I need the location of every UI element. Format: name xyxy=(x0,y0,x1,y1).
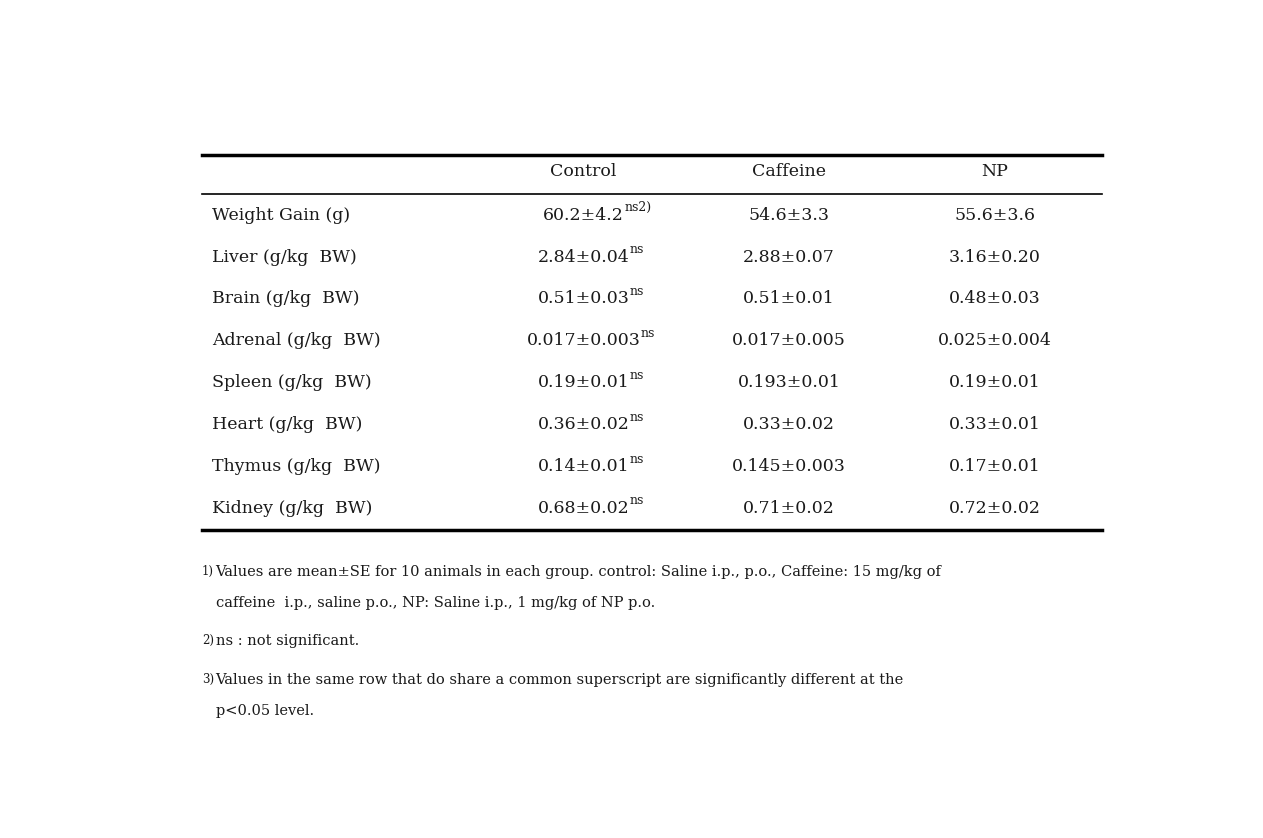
Text: 0.33±0.01: 0.33±0.01 xyxy=(949,416,1041,433)
Text: ns: ns xyxy=(629,494,644,508)
Text: 0.36±0.02: 0.36±0.02 xyxy=(538,416,629,433)
Text: 0.19±0.01: 0.19±0.01 xyxy=(949,375,1041,391)
Text: 2): 2) xyxy=(202,634,213,648)
Text: 0.19±0.01: 0.19±0.01 xyxy=(538,375,629,391)
Text: 0.017±0.005: 0.017±0.005 xyxy=(733,333,846,349)
Text: 0.193±0.01: 0.193±0.01 xyxy=(738,375,841,391)
Text: ns: ns xyxy=(629,411,644,423)
Text: 0.68±0.02: 0.68±0.02 xyxy=(538,500,629,517)
Text: 3): 3) xyxy=(202,673,213,685)
Text: Weight Gain (g): Weight Gain (g) xyxy=(212,207,350,224)
Text: 3.16±0.20: 3.16±0.20 xyxy=(949,249,1041,266)
Text: 0.017±0.003: 0.017±0.003 xyxy=(527,333,640,349)
Text: ns: ns xyxy=(629,369,644,381)
Text: Kidney (g/kg  BW): Kidney (g/kg BW) xyxy=(212,500,373,517)
Text: 60.2±4.2: 60.2±4.2 xyxy=(543,207,624,224)
Text: Spleen (g/kg  BW): Spleen (g/kg BW) xyxy=(212,375,371,391)
Text: ns: ns xyxy=(629,453,644,465)
Text: Adrenal (g/kg  BW): Adrenal (g/kg BW) xyxy=(212,333,380,349)
Text: ns: ns xyxy=(640,327,655,339)
Text: 0.145±0.003: 0.145±0.003 xyxy=(733,458,846,475)
Text: caffeine  i.p., saline p.o., NP: Saline i.p., 1 mg/kg of NP p.o.: caffeine i.p., saline p.o., NP: Saline i… xyxy=(216,596,655,610)
Text: ns2): ns2) xyxy=(624,201,652,214)
Text: 2.84±0.04: 2.84±0.04 xyxy=(538,249,629,266)
Text: 0.48±0.03: 0.48±0.03 xyxy=(949,291,1041,308)
Text: 0.71±0.02: 0.71±0.02 xyxy=(744,500,835,517)
Text: p<0.05 level.: p<0.05 level. xyxy=(216,704,313,718)
Text: ns: ns xyxy=(629,285,644,297)
Text: Heart (g/kg  BW): Heart (g/kg BW) xyxy=(212,416,362,433)
Text: Caffeine: Caffeine xyxy=(753,163,826,180)
Text: 0.14±0.01: 0.14±0.01 xyxy=(538,458,629,475)
Text: 0.33±0.02: 0.33±0.02 xyxy=(743,416,835,433)
Text: 0.51±0.01: 0.51±0.01 xyxy=(744,291,835,308)
Text: Values are mean±SE for 10 animals in each group. control: Saline i.p., p.o., Caf: Values are mean±SE for 10 animals in eac… xyxy=(216,565,941,579)
Text: 0.72±0.02: 0.72±0.02 xyxy=(949,500,1041,517)
Text: 0.51±0.03: 0.51±0.03 xyxy=(538,291,629,308)
Text: Liver (g/kg  BW): Liver (g/kg BW) xyxy=(212,249,356,266)
Text: Thymus (g/kg  BW): Thymus (g/kg BW) xyxy=(212,458,380,475)
Text: 2.88±0.07: 2.88±0.07 xyxy=(744,249,835,266)
Text: ns : not significant.: ns : not significant. xyxy=(216,634,359,649)
Text: 54.6±3.3: 54.6±3.3 xyxy=(749,207,830,224)
Text: 0.17±0.01: 0.17±0.01 xyxy=(949,458,1041,475)
Text: ns: ns xyxy=(629,243,644,256)
Text: NP: NP xyxy=(981,163,1008,180)
Text: Brain (g/kg  BW): Brain (g/kg BW) xyxy=(212,291,359,308)
Text: Values in the same row that do share a common superscript are significantly diff: Values in the same row that do share a c… xyxy=(216,673,904,687)
Text: Control: Control xyxy=(551,163,616,180)
Text: 55.6±3.6: 55.6±3.6 xyxy=(955,207,1036,224)
Text: 1): 1) xyxy=(202,565,213,578)
Text: 0.025±0.004: 0.025±0.004 xyxy=(938,333,1052,349)
